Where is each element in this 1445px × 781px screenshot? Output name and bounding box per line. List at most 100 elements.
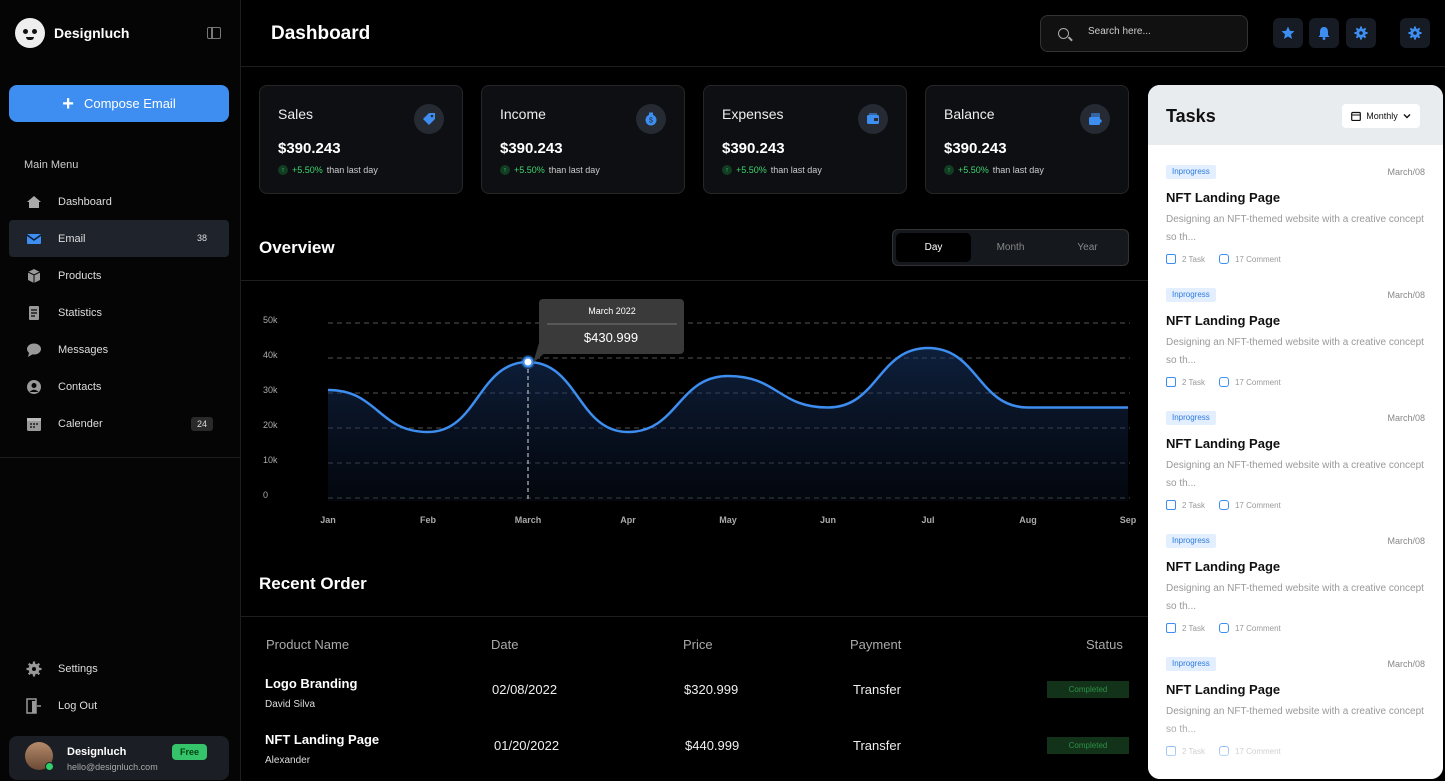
sidebar-item-calender[interactable]: Calender 24	[9, 406, 229, 443]
comment-count: 17 Comment	[1218, 623, 1281, 633]
status-tag: Inprogress	[1166, 288, 1216, 302]
preferences-button[interactable]	[1400, 18, 1430, 48]
change-suffix: than last day	[992, 165, 1044, 175]
y-tick-label: 20k	[263, 420, 278, 430]
recent-order-title: Recent Order	[259, 574, 367, 593]
sidebar-item-messages[interactable]: Messages	[9, 331, 229, 368]
change-percent: +5.50%	[958, 165, 989, 175]
card-change: ↑ +5.50% than last day	[944, 165, 1044, 175]
wallet-icon	[858, 104, 888, 134]
tab-day[interactable]: Day	[896, 233, 971, 262]
x-tick-label: Aug	[1019, 515, 1037, 525]
calendar-icon	[26, 416, 42, 432]
clipboard-icon	[1166, 254, 1176, 264]
sidebar-item-products[interactable]: Products	[9, 257, 229, 294]
tooltip-label: March 2022	[588, 306, 636, 316]
product-name: Logo Branding	[265, 676, 358, 691]
home-icon	[26, 194, 42, 210]
payment-method: Transfer	[853, 738, 901, 753]
order-price: $320.999	[684, 682, 739, 697]
sidebar-item-contacts[interactable]: Contacts	[9, 368, 229, 405]
tooltip-value: $430.999	[584, 330, 638, 345]
sidebar-item-label: Contacts	[58, 380, 102, 393]
clipboard-icon	[1166, 377, 1176, 387]
change-percent: +5.50%	[514, 165, 545, 175]
logo-icon	[15, 18, 45, 48]
task-meta: 2 Task 17 Comment	[1166, 623, 1295, 633]
compose-email-button[interactable]: + Compose Email	[9, 85, 229, 122]
card-value: $390.243	[722, 140, 785, 157]
task-count: 2 Task	[1166, 254, 1205, 264]
card-value: $390.243	[500, 140, 563, 157]
column-header-date: Date	[491, 637, 519, 652]
settings-button[interactable]	[1346, 18, 1376, 48]
compose-label: Compose Email	[83, 96, 176, 111]
sidebar-toggle-icon[interactable]	[207, 27, 221, 39]
status-tag: Inprogress	[1166, 657, 1216, 671]
task-description: Designing an NFT-themed website with a c…	[1166, 337, 1424, 366]
comment-icon	[1218, 500, 1229, 510]
x-tick-label: Apr	[620, 515, 636, 525]
change-suffix: than last day	[548, 165, 600, 175]
comment-count-label: 17 Comment	[1234, 500, 1281, 510]
x-tick-label: March	[515, 515, 542, 525]
tasks-header: Tasks Monthly	[1148, 85, 1443, 145]
change-suffix: than last day	[326, 165, 378, 175]
change-percent: +5.50%	[292, 165, 323, 175]
task-meta: 2 Task 17 Comment	[1166, 254, 1295, 264]
tab-month[interactable]: Month	[996, 242, 1025, 253]
sidebar-item-label: Statistics	[58, 306, 103, 319]
task-description: Designing an NFT-themed website with a c…	[1166, 460, 1424, 489]
sidebar-item-email[interactable]: Email 38	[9, 220, 229, 258]
arrow-up-icon: ↑	[944, 165, 954, 175]
comment-count-label: 17 Comment	[1234, 254, 1281, 264]
comment-icon	[1218, 623, 1229, 633]
tasks-title: Tasks	[1166, 106, 1216, 126]
task-date: March/08	[1387, 167, 1425, 177]
order-price: $440.999	[685, 738, 740, 753]
user-profile-card[interactable]: Designluch hello@designluch.com Free	[9, 736, 229, 780]
stat-card-expenses: Expenses $390.243 ↑ +5.50% than last day	[703, 85, 907, 194]
task-card[interactable]: Inprogress March/08 NFT Landing Page Design…	[1148, 534, 1443, 657]
chevron-down-icon	[1403, 114, 1411, 119]
tab-year[interactable]: Year	[1077, 242, 1098, 253]
task-meta: 2 Task 17 Comment	[1166, 500, 1295, 510]
period-dropdown[interactable]: Monthly	[1342, 104, 1420, 128]
favorites-button[interactable]	[1273, 18, 1303, 48]
comment-icon	[1218, 254, 1229, 264]
gear-icon	[1354, 26, 1368, 40]
task-count-label: 2 Task	[1182, 254, 1205, 264]
sidebar-item-settings[interactable]: Settings	[9, 650, 229, 687]
gear-icon	[26, 661, 42, 677]
customer-name: Alexander	[265, 755, 311, 766]
search-box[interactable]	[1040, 15, 1248, 52]
task-card[interactable]: Inprogress March/08 NFT Landing Page Design…	[1148, 165, 1443, 288]
status-tag: Inprogress	[1166, 165, 1216, 179]
brand-name: Designluch	[54, 25, 130, 41]
task-meta: 2 Task 17 Comment	[1166, 377, 1295, 387]
online-status-dot	[45, 762, 54, 771]
task-card[interactable]: Inprogress March/08 NFT Landing Page Design…	[1148, 288, 1443, 411]
sidebar-item-statistics[interactable]: Statistics	[9, 294, 229, 331]
sidebar-item-dashboard[interactable]: Dashboard	[9, 183, 229, 220]
bell-icon	[1318, 27, 1330, 40]
brand[interactable]: Designluch	[15, 18, 129, 48]
sidebar-item-logout[interactable]: Log Out	[9, 687, 229, 724]
stat-card-sales: Sales $390.243 ↑ +5.50% than last day	[259, 85, 463, 194]
search-input[interactable]	[1088, 26, 1238, 37]
tooltip-box	[539, 299, 684, 354]
x-tick-label: Jan	[320, 515, 336, 525]
y-tick-label: 0	[263, 490, 268, 500]
card-change: ↑ +5.50% than last day	[500, 165, 600, 175]
sidebar-item-label: Log Out	[58, 699, 98, 712]
overview-chart: 50k 40k 30k 20k 10k 0 Jan Feb March Apr May Jun Jul A…	[263, 299, 1137, 525]
notifications-button[interactable]	[1309, 18, 1339, 48]
x-tick-label: Jul	[921, 515, 934, 525]
sidebar-item-label: Email	[58, 232, 86, 245]
card-title: Sales	[278, 106, 314, 122]
sidebar: Designluch + Compose Email Main Menu Das…	[0, 0, 241, 781]
task-card[interactable]: Inprogress March/08 NFT Landing Page Design…	[1148, 411, 1443, 534]
task-date: March/08	[1387, 659, 1425, 669]
task-count: 2 Task	[1166, 623, 1205, 633]
x-tick-label: May	[719, 515, 737, 525]
